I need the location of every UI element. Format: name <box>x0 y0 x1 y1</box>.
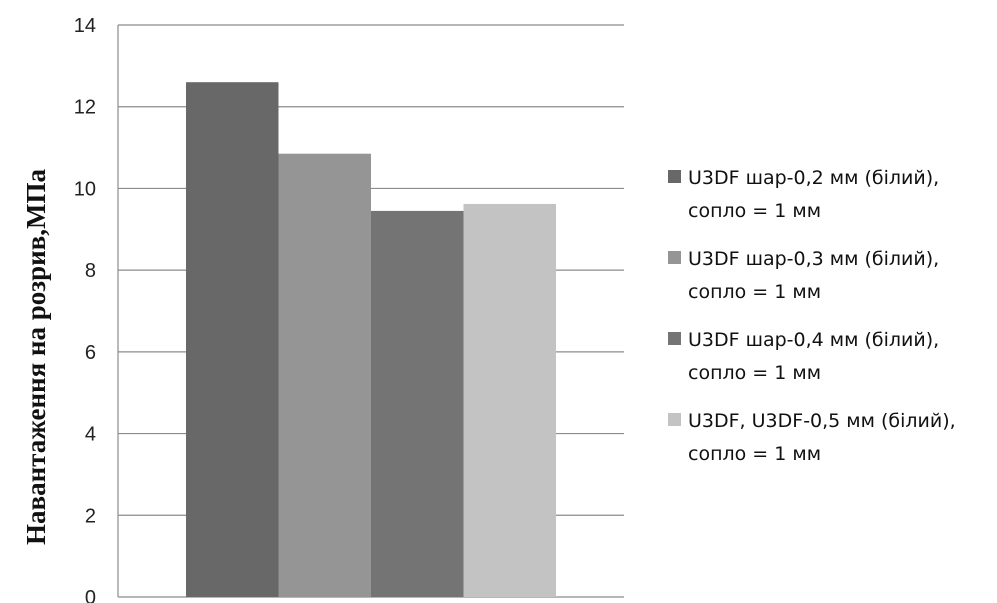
bar-series-1 <box>186 82 279 597</box>
y-tick-label: 14 <box>74 15 96 37</box>
bar-series-2 <box>278 153 371 597</box>
legend-item: U3DF шар-0,3 мм (білий), сопло = 1 мм <box>668 248 939 303</box>
legend-label: сопло = 1 мм <box>688 200 821 222</box>
y-tick-label: 12 <box>74 97 96 119</box>
y-axis: 0 2 4 6 8 10 12 14 <box>74 15 119 603</box>
legend-swatch <box>668 170 681 183</box>
bar-series-4 <box>463 203 556 597</box>
legend-item: U3DF, U3DF-0,5 мм (білий), сопло = 1 мм <box>668 410 956 465</box>
y-tick-label: 10 <box>74 178 96 200</box>
legend-label: сопло = 1 мм <box>688 281 821 303</box>
y-tick-label: 6 <box>85 342 96 364</box>
legend: U3DF шар-0,2 мм (білий),сопло = 1 ммU3DF… <box>668 167 956 465</box>
legend-label: U3DF шар-0,2 мм (білий), <box>688 167 939 189</box>
legend-label: сопло = 1 мм <box>688 443 821 465</box>
y-tick-label: 8 <box>85 260 96 282</box>
legend-item: U3DF шар-0,2 мм (білий), сопло = 1 мм <box>668 167 939 222</box>
y-tick-label: 2 <box>85 505 96 527</box>
bars <box>186 82 556 597</box>
legend-swatch <box>668 251 681 264</box>
legend-swatch <box>668 413 681 426</box>
y-tick-label: 0 <box>85 587 96 603</box>
bar-series-3 <box>371 210 464 597</box>
legend-item: U3DF шар-0,4 мм (білий), сопло = 1 мм <box>668 329 939 384</box>
legend-label: сопло = 1 мм <box>688 362 821 384</box>
legend-label: U3DF шар-0,4 мм (білий), <box>688 329 939 351</box>
legend-label: U3DF шар-0,3 мм (білий), <box>688 248 939 270</box>
legend-label: U3DF, U3DF-0,5 мм (білий), <box>688 410 956 432</box>
legend-swatch <box>668 332 681 345</box>
y-tick-label: 4 <box>85 424 96 446</box>
y-axis-label: Навантаження на розрив,МПа <box>21 169 51 545</box>
